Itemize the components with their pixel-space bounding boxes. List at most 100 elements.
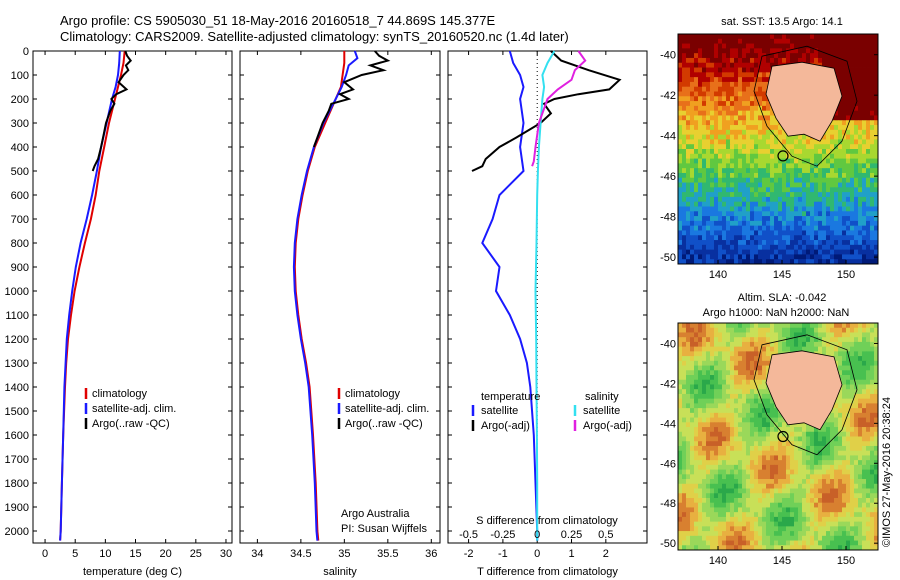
- map-cell: [730, 460, 735, 466]
- map-cell: [798, 337, 803, 343]
- map-cell: [814, 182, 819, 188]
- map-cell: [794, 337, 799, 343]
- map-cell: [866, 125, 871, 131]
- map-cell: [766, 365, 771, 371]
- map-cell: [682, 101, 687, 107]
- map-cell: [682, 177, 687, 183]
- map-cell: [826, 497, 831, 504]
- map-cell: [874, 149, 879, 155]
- map-cell: [746, 81, 751, 88]
- map-cell: [702, 177, 707, 183]
- map-cell: [762, 351, 767, 357]
- map-cell: [690, 120, 695, 126]
- map-cell: [730, 521, 735, 527]
- map-cell: [702, 81, 707, 88]
- map-cell: [682, 105, 687, 112]
- map-cell: [830, 196, 835, 203]
- map-cell: [682, 427, 687, 433]
- map-cell: [834, 53, 839, 59]
- map-cell: [742, 502, 747, 508]
- map-cell: [838, 211, 843, 217]
- map-cell: [814, 337, 819, 343]
- map-cell: [714, 356, 719, 362]
- map-cell: [710, 91, 715, 97]
- map-cell: [782, 455, 787, 461]
- map-cell: [822, 507, 827, 513]
- map-cell: [730, 129, 735, 136]
- map-cell: [854, 337, 859, 343]
- map-cell: [710, 408, 715, 414]
- map-cell: [782, 259, 787, 265]
- map-cell: [842, 497, 847, 504]
- map-cell: [774, 341, 779, 348]
- map-cell: [746, 327, 751, 333]
- map-cell: [754, 101, 759, 107]
- map-cell: [806, 216, 811, 222]
- map-cell: [722, 134, 727, 140]
- map-cell: [838, 101, 843, 107]
- map-cell: [742, 91, 747, 97]
- map-cell: [802, 512, 807, 518]
- map-cell: [746, 436, 751, 442]
- map-cell: [754, 259, 759, 265]
- map-cell: [698, 351, 703, 357]
- map-cell: [698, 512, 703, 518]
- map-cell: [818, 436, 823, 442]
- map-cell: [762, 259, 767, 265]
- map-cell: [818, 450, 823, 456]
- map-cell: [798, 134, 803, 140]
- map-cell: [710, 351, 715, 357]
- map-cell: [718, 479, 723, 485]
- map-cell: [750, 172, 755, 179]
- map-cell: [862, 398, 867, 404]
- map-cell: [842, 125, 847, 131]
- map-cell: [838, 526, 843, 532]
- map-cell: [714, 469, 719, 475]
- map-cell: [854, 479, 859, 485]
- map-cell: [738, 403, 743, 409]
- map-cell: [722, 53, 727, 59]
- map-cell: [694, 230, 699, 236]
- map-cell: [694, 38, 699, 44]
- map-cell: [862, 168, 867, 174]
- map-cell: [802, 460, 807, 466]
- map-cell: [838, 521, 843, 527]
- map-cell: [782, 38, 787, 44]
- map-cell: [718, 346, 723, 352]
- map-cell: [690, 225, 695, 231]
- map-cell: [714, 412, 719, 418]
- map-cell: [862, 384, 867, 390]
- map-cell: [814, 43, 819, 49]
- map-cell: [846, 220, 851, 227]
- map-cell: [834, 469, 839, 475]
- map-cell: [714, 163, 719, 169]
- map-cell: [722, 341, 727, 348]
- map-cell: [750, 332, 755, 338]
- map-cell: [722, 201, 727, 207]
- map-cell: [830, 192, 835, 198]
- map-cell: [770, 230, 775, 236]
- map-cell: [766, 356, 771, 362]
- map-cell: [750, 43, 755, 49]
- map-cell: [862, 81, 867, 88]
- map-cell: [678, 408, 683, 414]
- map-cell: [870, 187, 875, 193]
- map-cell: [678, 422, 683, 428]
- map-cell: [690, 502, 695, 508]
- map-cell: [810, 521, 815, 527]
- map-cell: [702, 341, 707, 348]
- map-cell: [782, 346, 787, 352]
- map-cell: [838, 337, 843, 343]
- map-cell: [690, 149, 695, 155]
- map-cell: [730, 201, 735, 207]
- map-cell: [694, 259, 699, 265]
- map-cell: [758, 431, 763, 437]
- map-cell: [810, 53, 815, 59]
- map-cell: [690, 450, 695, 456]
- map-cell: [754, 412, 759, 418]
- map-cell: [754, 540, 759, 546]
- map-cell: [762, 72, 767, 78]
- map-cell: [786, 216, 791, 222]
- map-cell: [802, 182, 807, 188]
- map-cell: [678, 493, 683, 499]
